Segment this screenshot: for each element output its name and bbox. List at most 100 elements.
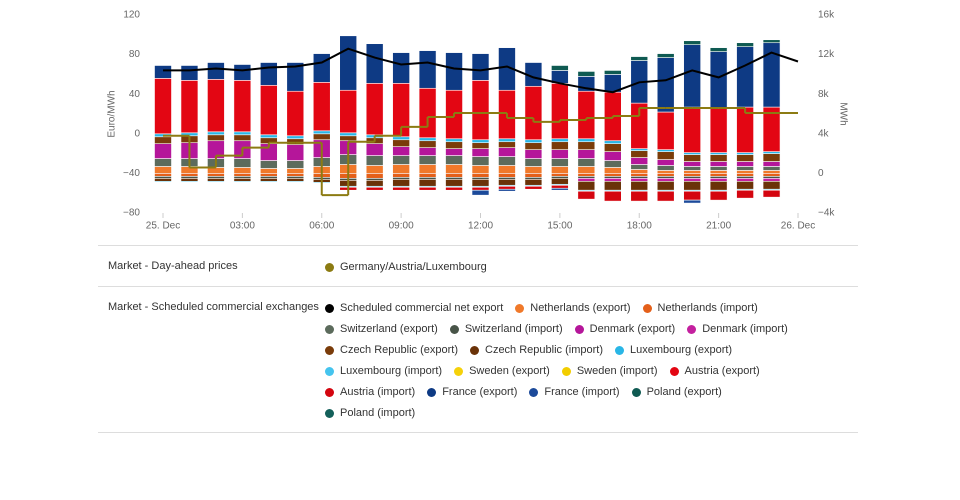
bar-segment	[260, 168, 278, 174]
legend-item[interactable]: France (import)	[529, 385, 620, 399]
legend-label: Germany/Austria/Luxembourg	[340, 261, 487, 273]
legend-item[interactable]: Luxembourg (import)	[325, 364, 442, 378]
bar-segment	[418, 155, 437, 165]
bar-segment	[709, 178, 728, 182]
legend-item[interactable]: Czech Republic (import)	[470, 343, 603, 357]
bar-segment	[471, 53, 490, 81]
bar-segment	[260, 84, 278, 136]
bar-segment	[551, 149, 569, 159]
legend-item[interactable]: Sweden (import)	[561, 364, 658, 378]
bar-segment	[683, 166, 701, 171]
bar-segment	[392, 52, 410, 84]
bar-segment	[445, 148, 463, 156]
bar-segment	[577, 90, 596, 140]
bar-segment	[312, 53, 331, 83]
bar-segment	[365, 186, 384, 191]
bar-segment	[656, 173, 675, 177]
bar-segment	[365, 180, 384, 187]
bar-segment	[180, 173, 199, 177]
bar-segment	[286, 168, 305, 174]
legend-label: Luxembourg (export)	[629, 344, 733, 356]
bar-segment	[762, 181, 781, 190]
legend-item[interactable]: Netherlands (export)	[515, 301, 631, 315]
bar-segment	[656, 159, 675, 166]
bar-segment	[656, 178, 675, 182]
bar-segment	[471, 173, 490, 178]
legend-item[interactable]: Sweden (export)	[454, 364, 550, 378]
bar-segment	[154, 143, 172, 159]
bar-segment	[233, 134, 252, 142]
legend-item[interactable]: Denmark (export)	[574, 322, 676, 336]
legend-marker	[614, 345, 624, 355]
legend-item[interactable]: Scheduled commercial net export	[325, 301, 503, 315]
bar-segment	[445, 141, 463, 149]
bar-segment	[154, 178, 172, 182]
y-tick-label: 80	[129, 49, 141, 60]
legend-item[interactable]: Czech Republic (export)	[325, 343, 458, 357]
bar-segment	[709, 154, 728, 162]
x-tick-label: 09:00	[389, 221, 414, 232]
legend-label: Scheduled commercial net export	[340, 302, 504, 314]
legend-item[interactable]: Austria (import)	[325, 385, 415, 399]
bar-segment	[630, 157, 649, 165]
bar-segment	[207, 79, 225, 133]
bar-segment	[656, 190, 675, 202]
bar-segment	[180, 181, 199, 183]
legend-item[interactable]: Austria (export)	[669, 364, 760, 378]
bar-segment	[683, 173, 701, 177]
bar-segment	[418, 87, 437, 139]
bar-segment	[736, 181, 754, 190]
bar-segment	[683, 44, 701, 108]
bar-segment	[603, 143, 622, 152]
bar-segment	[365, 143, 384, 156]
bar-segment	[233, 173, 252, 177]
bar-segment	[683, 199, 701, 204]
bar-segment	[736, 189, 754, 199]
bar-segment	[656, 181, 675, 191]
bar-segment	[656, 165, 675, 171]
legend-label: Denmark (export)	[589, 323, 676, 335]
bar-segment	[762, 178, 781, 182]
bar-segment	[286, 90, 305, 137]
bar-segment	[233, 131, 252, 136]
legend-item[interactable]: Netherlands (import)	[642, 301, 758, 315]
bar-segment	[339, 89, 358, 134]
bar-segment	[577, 190, 596, 200]
bar-segment	[418, 147, 437, 156]
bar-segment	[630, 190, 649, 202]
bar-segment	[577, 158, 596, 167]
x-tick-label: 03:00	[230, 221, 255, 232]
legend-label: Luxembourg (import)	[340, 365, 443, 377]
legend-item[interactable]: France (export)	[427, 385, 517, 399]
bar-segment	[312, 133, 331, 141]
bar-segment	[683, 181, 701, 191]
bar-segment	[709, 51, 728, 109]
bar-segment	[154, 173, 172, 177]
legend-label: Netherlands (import)	[657, 302, 758, 314]
bar-segment	[630, 56, 649, 61]
bar-segment	[286, 178, 305, 182]
y2-tick-label: −4k	[818, 208, 835, 219]
bar-segment	[577, 138, 596, 143]
bar-segment	[709, 181, 728, 191]
bar-segment	[471, 165, 490, 174]
bar-segment	[577, 71, 596, 77]
bar-segment	[577, 141, 596, 150]
legend-item[interactable]: Switzerland (export)	[325, 322, 438, 336]
legend-label: France (import)	[544, 386, 620, 398]
legend-item[interactable]: Denmark (import)	[687, 322, 788, 336]
bar-segment	[445, 173, 463, 178]
bar-segment	[418, 50, 437, 89]
y-tick-label: −40	[123, 168, 140, 179]
bar-segment	[180, 65, 199, 81]
legend-item[interactable]: Luxembourg (export)	[614, 343, 733, 357]
bar-segment	[154, 136, 172, 145]
bar-segment	[524, 179, 543, 186]
bar-segment	[418, 137, 437, 142]
bar-segment	[709, 190, 728, 201]
legend-item[interactable]: Germany/Austria/Luxembourg	[325, 260, 487, 274]
bar-segment	[630, 164, 649, 170]
legend-item[interactable]: Switzerland (import)	[449, 322, 563, 336]
legend-item[interactable]: Poland (export)	[631, 385, 722, 399]
legend-item[interactable]: Poland (import)	[325, 406, 415, 420]
